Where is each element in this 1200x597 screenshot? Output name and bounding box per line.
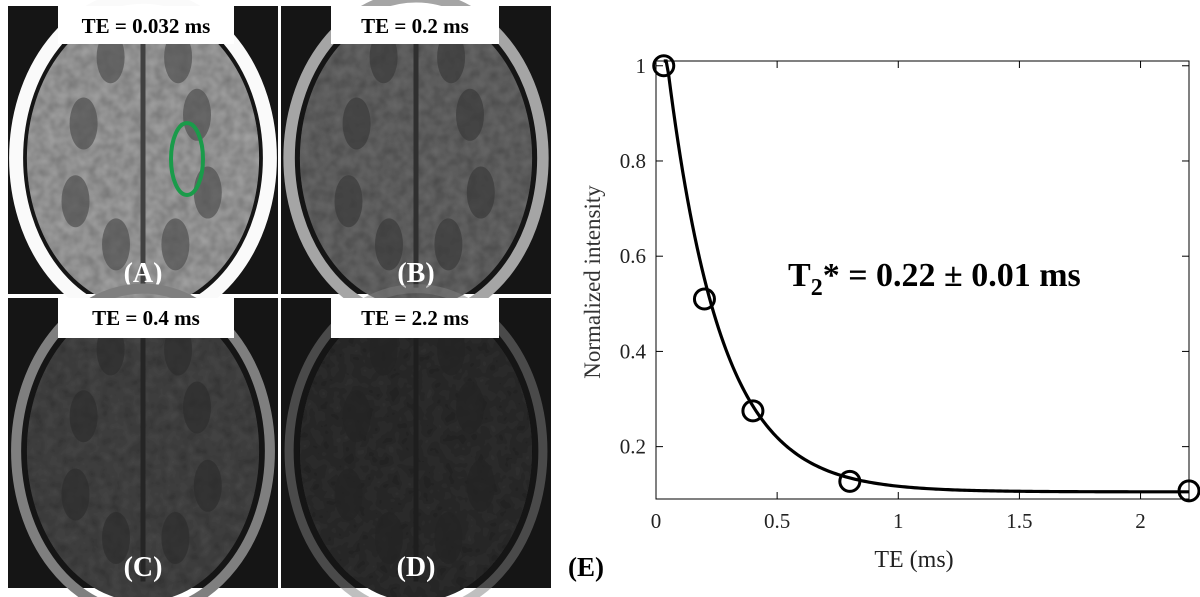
y-tick-label: 0.2 — [620, 435, 646, 459]
y-axis: 0.2 0.4 0.6 0.8 1 — [620, 54, 1189, 459]
decay-chart: 0 0.5 1 1.5 2 0.2 0.4 0.6 0.8 1 TE (ms) Normaliz… — [568, 54, 1200, 582]
te-label: TE = 0.032 ms — [82, 14, 211, 38]
panel-label-e: (E) — [568, 552, 604, 582]
y-tick-label: 0.4 — [620, 339, 647, 363]
annotation-subscript: 2 — [811, 275, 823, 301]
skull-ring — [11, 283, 275, 597]
x-axis-label: TE (ms) — [874, 547, 953, 573]
sulcus-shadow — [69, 97, 98, 150]
sulcus-shadow — [61, 175, 90, 228]
y-tick-label: 0.8 — [620, 149, 646, 173]
sulcus-shadow — [193, 459, 222, 512]
x-tick-label: 0 — [651, 509, 662, 533]
sulcus-shadow — [369, 31, 398, 84]
sulcus-shadow — [69, 390, 98, 443]
sulcus-shadow — [183, 381, 211, 434]
te-label: TE = 2.2 ms — [361, 306, 469, 330]
sulcus-shadow — [334, 468, 363, 521]
sulcus-shadow — [183, 88, 211, 141]
panel-letter: (C) — [124, 552, 163, 583]
sulcus-shadow — [375, 512, 403, 564]
mr-panel-d: TE = 2.2 ms (D) — [281, 284, 551, 597]
sulcus-shadow — [456, 88, 484, 141]
fit-curve-line — [663, 59, 1189, 494]
sulcus-shadow — [334, 175, 363, 228]
sulcus-shadow — [456, 381, 484, 434]
te-label-box — [58, 298, 234, 338]
sulcus-shadow — [375, 218, 403, 271]
mr-panel-c: TE = 0.4 ms (C) — [8, 283, 278, 597]
data-point — [838, 469, 862, 493]
sulcus-shadow — [164, 31, 193, 84]
mr-image-grid: TE = 0.032 ms(A) TE = 0.2 ms (B) TE = 0.4 m… — [8, 0, 551, 597]
data-markers — [652, 54, 1200, 503]
sulcus-shadow — [161, 218, 190, 271]
data-point — [652, 54, 676, 78]
te-label: TE = 0.4 ms — [92, 306, 200, 330]
sulcus-shadow — [434, 218, 463, 271]
sulcus-shadow — [193, 166, 222, 219]
x-tick-label: 2 — [1135, 509, 1146, 533]
plot-frame — [655, 60, 1190, 500]
data-point — [741, 399, 765, 423]
y-tick-label: 1 — [636, 54, 647, 78]
annotation-rest: * = 0.22 ± 0.01 ms — [823, 257, 1081, 294]
sulcus-shadow — [61, 468, 90, 521]
sulcus-shadow — [437, 31, 466, 84]
sulcus-shadow — [342, 390, 371, 443]
sulcus-shadow — [102, 512, 130, 564]
annotation-base: T — [788, 257, 811, 294]
data-point — [1177, 479, 1200, 503]
mr-panel-b: TE = 0.2 ms (B) — [281, 0, 551, 325]
x-tick-label: 0.5 — [764, 509, 790, 533]
mr-panel-a: TE = 0.032 ms(A) — [8, 0, 278, 327]
y-tick-label: 0.6 — [620, 244, 646, 268]
sulcus-shadow — [434, 512, 463, 564]
x-axis: 0 0.5 1 1.5 2 — [651, 61, 1146, 533]
x-tick-label: 1 — [893, 509, 904, 533]
data-point — [692, 287, 716, 311]
panel-letter: (B) — [397, 258, 434, 289]
y-axis-label: Normalized intensity — [580, 185, 605, 379]
sulcus-shadow — [161, 512, 190, 564]
sulcus-shadow — [342, 97, 371, 150]
x-tick-label: 1.5 — [1006, 509, 1032, 533]
skull-ring — [284, 284, 548, 597]
te-label-box — [331, 6, 499, 44]
te-label: TE = 0.2 ms — [361, 14, 469, 38]
sulcus-shadow — [466, 166, 495, 219]
t2star-annotation: T2* = 0.22 ± 0.01 ms — [788, 257, 1081, 301]
sulcus-shadow — [102, 218, 130, 271]
te-label-box — [58, 6, 234, 44]
panel-letter: (D) — [397, 552, 436, 583]
sulcus-shadow — [466, 459, 495, 512]
roi-ellipse — [169, 121, 205, 197]
te-label-box — [331, 298, 499, 338]
sulcus-shadow — [96, 31, 125, 84]
